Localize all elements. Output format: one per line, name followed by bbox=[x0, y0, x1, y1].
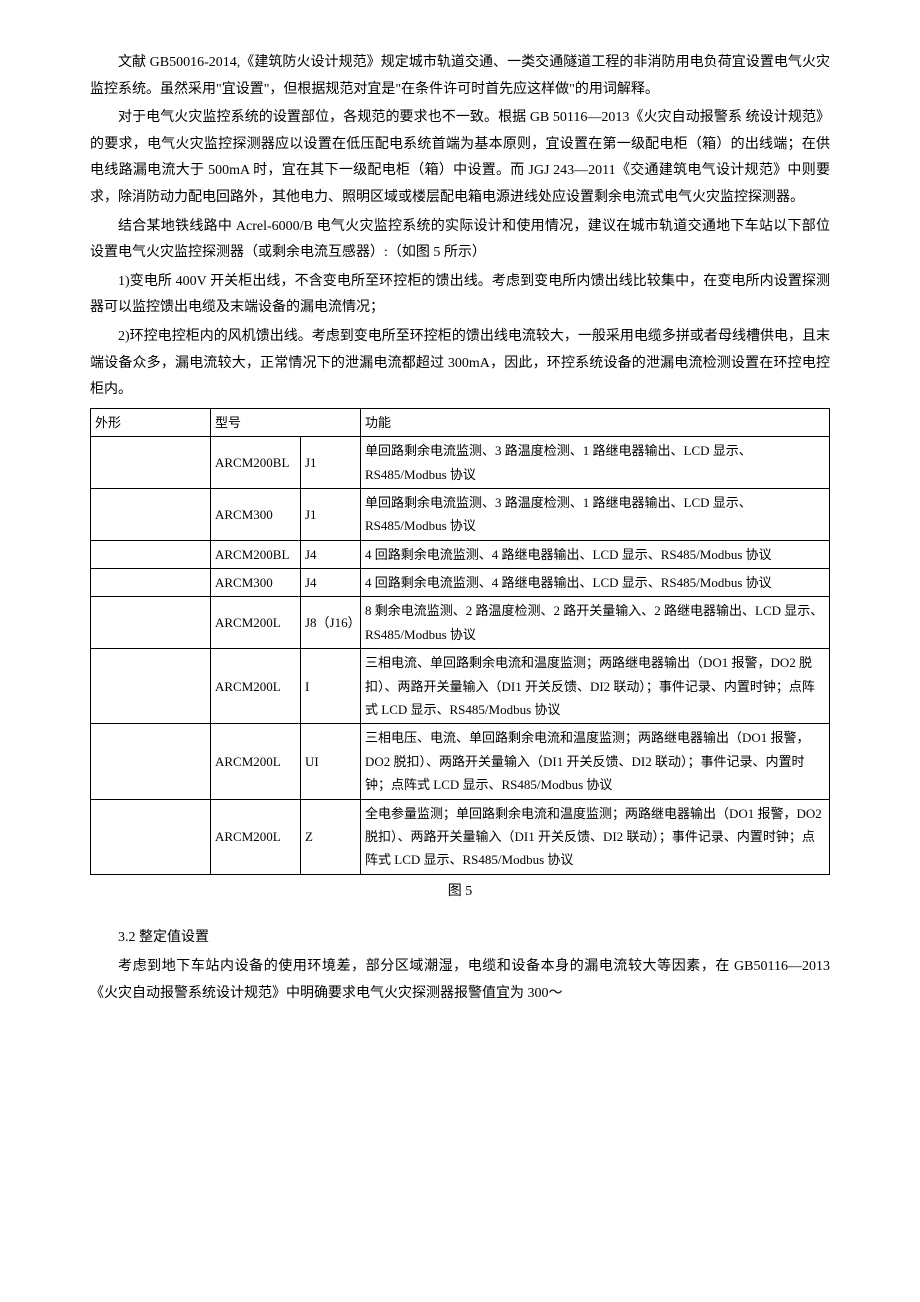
cell-code: J4 bbox=[301, 540, 361, 568]
paragraph-3: 结合某地铁线路中 Acrel-6000/B 电气火灾监控系统的实际设计和使用情况… bbox=[90, 214, 830, 267]
table-row: ARCM200L I 三相电流、单回路剩余电流和温度监测；两路继电器输出（DO1… bbox=[91, 649, 830, 724]
cell-code: J4 bbox=[301, 569, 361, 597]
cell-shape bbox=[91, 540, 211, 568]
table-header-row: 外形 型号 功能 bbox=[91, 408, 830, 436]
cell-code: J1 bbox=[301, 437, 361, 489]
cell-model: ARCM200L bbox=[211, 649, 301, 724]
table-row: ARCM300 J1 单回路剩余电流监测、3 路温度检测、1 路继电器输出、LC… bbox=[91, 488, 830, 540]
paragraph-2: 对于电气火灾监控系统的设置部位，各规范的要求也不一致。根据 GB 50116—2… bbox=[90, 105, 830, 211]
cell-code: UI bbox=[301, 724, 361, 799]
header-shape: 外形 bbox=[91, 408, 211, 436]
cell-shape bbox=[91, 799, 211, 874]
cell-model: ARCM200BL bbox=[211, 540, 301, 568]
cell-func: 全电参量监测；单回路剩余电流和温度监测；两路继电器输出（DO1 报警，DO2 脱… bbox=[361, 799, 830, 874]
cell-model: ARCM200L bbox=[211, 799, 301, 874]
cell-shape bbox=[91, 569, 211, 597]
cell-func: 三相电流、单回路剩余电流和温度监测；两路继电器输出（DO1 报警，DO2 脱扣）… bbox=[361, 649, 830, 724]
paragraph-5: 2)环控电控柜内的风机馈出线。考虑到变电所至环控柜的馈出线电流较大，一般采用电缆… bbox=[90, 324, 830, 404]
table-row: ARCM200L J8（J16） 8 剩余电流监测、2 路温度检测、2 路开关量… bbox=[91, 597, 830, 649]
table-row: ARCM200L UI 三相电压、电流、单回路剩余电流和温度监测；两路继电器输出… bbox=[91, 724, 830, 799]
cell-func: 三相电压、电流、单回路剩余电流和温度监测；两路继电器输出（DO1 报警，DO2 … bbox=[361, 724, 830, 799]
cell-model: ARCM300 bbox=[211, 488, 301, 540]
paragraph-6: 考虑到地下车站内设备的使用环境差，部分区域潮湿，电缆和设备本身的漏电流较大等因素… bbox=[90, 954, 830, 1007]
table-row: ARCM200L Z 全电参量监测；单回路剩余电流和温度监测；两路继电器输出（D… bbox=[91, 799, 830, 874]
cell-func: 单回路剩余电流监测、3 路温度检测、1 路继电器输出、LCD 显示、RS485/… bbox=[361, 488, 830, 540]
cell-code: J8（J16） bbox=[301, 597, 361, 649]
cell-code: J1 bbox=[301, 488, 361, 540]
figure-caption: 图 5 bbox=[90, 879, 830, 906]
product-table: 外形 型号 功能 ARCM200BL J1 单回路剩余电流监测、3 路温度检测、… bbox=[90, 408, 830, 875]
table-row: ARCM200BL J1 单回路剩余电流监测、3 路温度检测、1 路继电器输出、… bbox=[91, 437, 830, 489]
cell-code: Z bbox=[301, 799, 361, 874]
cell-shape bbox=[91, 649, 211, 724]
cell-func: 4 回路剩余电流监测、4 路继电器输出、LCD 显示、RS485/Modbus … bbox=[361, 540, 830, 568]
cell-shape bbox=[91, 488, 211, 540]
section-heading: 3.2 整定值设置 bbox=[90, 925, 830, 952]
cell-func: 8 剩余电流监测、2 路温度检测、2 路开关量输入、2 路继电器输出、LCD 显… bbox=[361, 597, 830, 649]
cell-shape bbox=[91, 724, 211, 799]
table-row: ARCM200BL J4 4 回路剩余电流监测、4 路继电器输出、LCD 显示、… bbox=[91, 540, 830, 568]
cell-func: 4 回路剩余电流监测、4 路继电器输出、LCD 显示、RS485/Modbus … bbox=[361, 569, 830, 597]
cell-model: ARCM300 bbox=[211, 569, 301, 597]
cell-shape bbox=[91, 597, 211, 649]
cell-model: ARCM200BL bbox=[211, 437, 301, 489]
paragraph-1: 文献 GB50016-2014,《建筑防火设计规范》规定城市轨道交通、一类交通隧… bbox=[90, 50, 830, 103]
cell-shape bbox=[91, 437, 211, 489]
header-func: 功能 bbox=[361, 408, 830, 436]
cell-code: I bbox=[301, 649, 361, 724]
paragraph-4: 1)变电所 400V 开关柜出线，不含变电所至环控柜的馈出线。考虑到变电所内馈出… bbox=[90, 269, 830, 322]
cell-func: 单回路剩余电流监测、3 路温度检测、1 路继电器输出、LCD 显示、RS485/… bbox=[361, 437, 830, 489]
document-body: 文献 GB50016-2014,《建筑防火设计规范》规定城市轨道交通、一类交通隧… bbox=[90, 50, 830, 1007]
cell-model: ARCM200L bbox=[211, 724, 301, 799]
table-row: ARCM300 J4 4 回路剩余电流监测、4 路继电器输出、LCD 显示、RS… bbox=[91, 569, 830, 597]
cell-model: ARCM200L bbox=[211, 597, 301, 649]
header-model: 型号 bbox=[211, 408, 361, 436]
